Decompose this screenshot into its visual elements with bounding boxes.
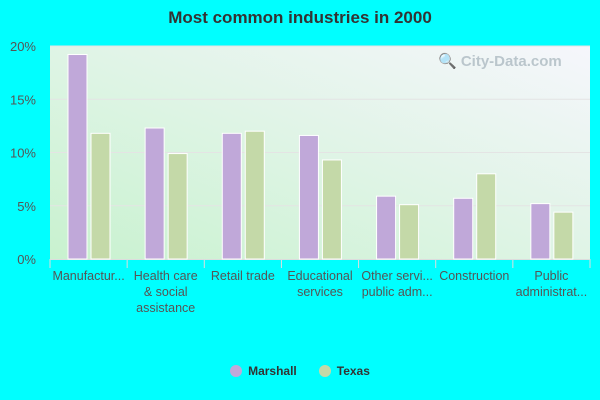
y-tick-label: 0% — [17, 252, 36, 267]
chart-title: Most common industries in 2000 — [168, 8, 432, 27]
watermark-logo: 🔍 City-Data.com — [438, 53, 562, 70]
x-tick-label: Retail trade — [211, 269, 275, 283]
bar-marshall — [67, 54, 88, 260]
legend-swatch — [318, 365, 331, 377]
legend-swatch — [230, 365, 243, 377]
x-tick-label: Educational — [287, 269, 352, 283]
x-tick-label: Construction — [439, 269, 509, 283]
bar-marshall — [221, 132, 242, 260]
bar-marshall — [453, 197, 474, 260]
bar-marshall — [376, 195, 397, 260]
bar-texas — [476, 173, 497, 260]
bar-marshall — [530, 203, 551, 260]
x-tick-label: assistance — [136, 301, 195, 315]
y-tick-label: 10% — [10, 146, 36, 161]
x-tick-label: Manufactur... — [52, 269, 124, 283]
legend-item: Marshall — [230, 364, 297, 378]
x-tick-label: Health care — [134, 269, 198, 283]
legend-label: Texas — [336, 364, 370, 378]
bar-texas — [90, 132, 111, 260]
x-tick-label: public adm... — [362, 285, 433, 299]
legend-label: Marshall — [248, 364, 297, 378]
y-tick-label: 5% — [17, 199, 36, 214]
x-tick-label: & social — [144, 285, 188, 299]
bar-marshall — [144, 127, 165, 260]
y-tick-label: 15% — [10, 92, 36, 107]
bar-texas — [399, 204, 420, 260]
x-tick-label: Other servi... — [361, 269, 433, 283]
bar-texas — [167, 153, 188, 260]
x-tick-label: services — [297, 285, 343, 299]
bar-texas — [321, 159, 342, 260]
legend: Marshall Texas — [0, 364, 600, 378]
x-tick-label: administrat... — [516, 285, 588, 299]
bar-marshall — [298, 134, 319, 260]
legend-item: Texas — [318, 364, 370, 378]
bar-texas — [553, 211, 574, 260]
y-tick-label: 20% — [10, 39, 36, 54]
x-tick-label: Public — [534, 269, 568, 283]
bar-texas — [244, 130, 265, 260]
